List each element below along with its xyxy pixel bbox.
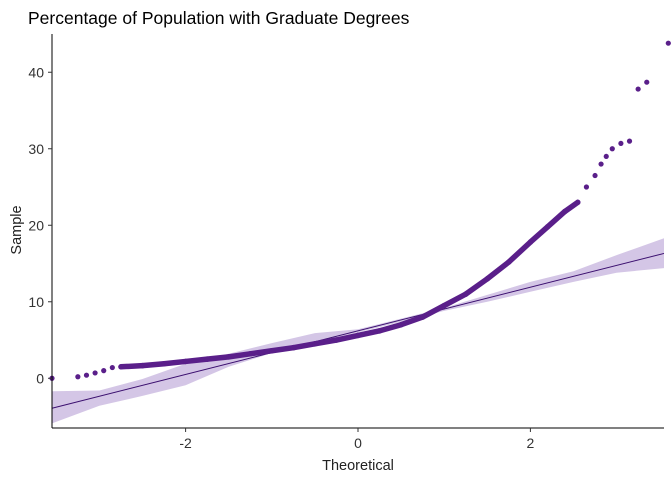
point-cluster-trail: [182, 356, 210, 365]
point-cluster-trail: [376, 321, 404, 334]
point-cluster-trail: [484, 259, 512, 282]
point-cluster-trail: [562, 199, 581, 215]
y-tick-label: 30: [28, 141, 44, 157]
data-point-29: [583, 184, 590, 190]
reference-line: [51, 252, 665, 409]
x-tick-label: -2: [179, 435, 192, 451]
data-point-20: [420, 314, 426, 320]
data-point-19: [398, 322, 404, 328]
data-point-18: [376, 328, 383, 334]
point-cluster-trail: [441, 291, 469, 309]
data-point-1: [75, 374, 81, 380]
data-point-26: [545, 224, 551, 230]
point-cluster-trail: [312, 337, 340, 347]
data-point-35: [626, 138, 633, 144]
point-cluster-trail: [419, 302, 447, 320]
data-point-6: [118, 364, 124, 370]
point-cluster-trail: [225, 351, 254, 360]
point-cluster-trail: [398, 314, 426, 328]
point-cluster-trail: [355, 328, 383, 339]
y-tick-label: 10: [28, 294, 44, 310]
point-cluster-trail: [290, 341, 318, 351]
point-cluster-trail: [269, 344, 297, 354]
data-point-11: [226, 354, 232, 360]
data-point-27: [562, 208, 568, 215]
data-point-23: [484, 276, 490, 282]
point-cluster-trail: [462, 276, 491, 297]
point-cluster-trail: [139, 360, 167, 369]
x-axis-title: Theoretical: [322, 458, 394, 474]
y-tick-label: 20: [28, 217, 44, 233]
data-point-2: [83, 372, 90, 378]
data-point-16: [333, 337, 340, 343]
y-tick-label: 40: [28, 64, 44, 80]
data-point-25: [527, 239, 533, 245]
point-cluster-trail: [118, 362, 146, 370]
data-point-17: [355, 332, 361, 339]
data-point-13: [269, 348, 275, 354]
chart-title: Percentage of Population with Graduate D…: [28, 8, 410, 28]
point-cluster-trail: [204, 354, 232, 362]
point-cluster-trail: [247, 347, 275, 357]
data-point-9: [183, 358, 189, 365]
data-point-8: [161, 361, 167, 367]
data-point-12: [247, 351, 253, 357]
data-point-3: [92, 370, 98, 376]
data-point-31: [598, 161, 604, 167]
data-point-14: [290, 345, 296, 351]
data-point-4: [101, 368, 107, 374]
x-tick-label: 0: [354, 435, 362, 451]
point-cluster-trail: [506, 239, 534, 265]
data-point-5: [109, 364, 115, 371]
point-cluster-trail: [544, 208, 568, 230]
x-tick-label: 2: [526, 435, 534, 451]
data-point-15: [312, 341, 318, 347]
data-point-7: [139, 363, 146, 369]
data-point-24: [506, 259, 512, 265]
data-point-22: [463, 291, 469, 297]
data-point-28: [575, 199, 581, 205]
y-tick-label: 0: [36, 370, 44, 386]
data-point-36: [635, 86, 641, 92]
y-axis-title: Sample: [9, 205, 25, 254]
data-point-33: [609, 146, 615, 152]
data-point-38: [665, 40, 671, 46]
data-point-10: [204, 356, 210, 362]
data-point-30: [592, 172, 598, 179]
point-cluster-trail: [333, 332, 361, 343]
point-cluster-trail: [161, 358, 189, 367]
point-cluster-trail: [527, 224, 551, 245]
data-point-34: [618, 140, 624, 147]
data-point-32: [603, 153, 609, 160]
data-point-21: [441, 302, 447, 309]
data-point-37: [644, 79, 650, 85]
